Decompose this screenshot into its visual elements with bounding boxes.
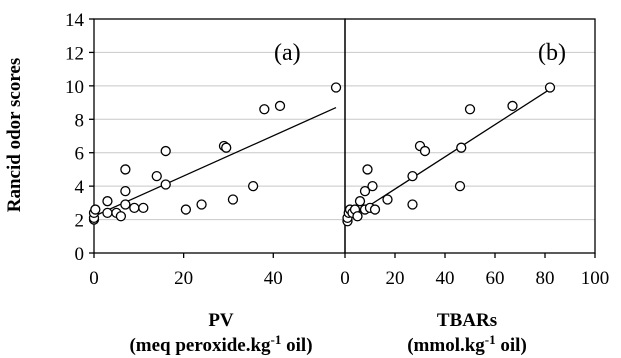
panel-a-data-point [160, 145, 171, 157]
panel-a-data-point [227, 194, 239, 205]
panel-a-data-point [120, 164, 131, 175]
panel-b-data-point [359, 186, 371, 197]
panel-a-trendline [93, 106, 337, 217]
panel-a-data-point [102, 196, 113, 207]
panel-a-points [88, 82, 342, 225]
panel-a-plot-area [93, 18, 346, 254]
panel-a-data-point [120, 199, 131, 210]
panel-b-label: (b) [538, 40, 566, 66]
panel-a-x-tick-label: 40 [264, 268, 283, 289]
y-tick-label: 8 [75, 110, 85, 131]
panel-a-gridlines [94, 51, 345, 221]
y-tick-label: 2 [75, 211, 85, 232]
panel-a-data-point [180, 204, 192, 215]
panel-b-x-tick-label: 100 [581, 268, 610, 289]
panel-b-data-point [456, 142, 467, 153]
panel-b-data-point [407, 170, 418, 182]
panel-a-data-point [221, 142, 232, 153]
panel-b-x-tick-label: 20 [386, 268, 405, 289]
panel-b-x-axis-unit: (mmol.kg-1 oil) [407, 332, 527, 356]
y-tick-label: 14 [65, 10, 85, 31]
panel-a-x-tick-label: 0 [89, 268, 99, 289]
y-tick-label: 0 [75, 244, 85, 265]
panel-b-data-point [352, 211, 363, 222]
panel-a-data-point [115, 211, 127, 222]
panel-b-x-axis-title: TBARs [437, 310, 497, 331]
panel-b-data-point [382, 194, 393, 205]
panel-a-data-point [330, 82, 342, 93]
panel-a-data-point [247, 180, 259, 192]
panel-b-gridlines [345, 51, 595, 221]
panel-b-data-point [369, 204, 381, 215]
panel-b-data-point [544, 82, 556, 93]
panel-b-data-point [354, 196, 366, 207]
panel-b-trendline [344, 88, 551, 222]
panel-b-data-point [464, 104, 476, 115]
panel-b-x-tick-label: 80 [536, 268, 555, 289]
panel-b-points [342, 82, 556, 227]
panel-b-x-tick-label: 0 [340, 268, 350, 289]
panel-b-data-point [367, 180, 378, 192]
panel-a-x-tick-label: 20 [174, 268, 193, 289]
panel-a-x-axis-title: PV [208, 310, 234, 331]
panel-a-data-point [120, 186, 131, 197]
y-axis-title: Rancid odor scores [4, 58, 25, 212]
panel-a-data-point [160, 179, 171, 190]
panel-a-data-point [274, 100, 286, 112]
panel-b-data-point [362, 164, 373, 175]
panel-b-data-point [454, 180, 466, 192]
panel-a-data-point [196, 199, 207, 210]
y-tick-label: 4 [75, 177, 85, 198]
panel-a-data-point [138, 202, 149, 214]
panel-b-x-tick-label: 60 [486, 268, 505, 289]
panel-b-ticks: 0 20 40 60 80 100 [340, 253, 609, 289]
panel-b-x-tick-label: 40 [436, 268, 455, 289]
panel-a-data-point [102, 207, 113, 219]
panel-b-plot-area [344, 18, 596, 254]
panel-a-x-axis-unit: (meq peroxide.kg-1 oil) [129, 332, 312, 356]
panel-a-data-point [90, 204, 101, 215]
y-tick-label: 10 [65, 77, 84, 98]
y-tick-label: 6 [75, 144, 85, 165]
y-tick-label: 12 [65, 43, 84, 64]
panel-a-label: (a) [274, 40, 301, 66]
panel-b-data-point [419, 145, 431, 157]
panel-b-data-point [507, 100, 518, 112]
panel-b-data-point [407, 199, 418, 210]
panel-a-data-point [259, 104, 270, 115]
panel-a-ticks: 0 2 4 6 8 10 12 14 0 20 40 [65, 10, 283, 289]
panel-a-data-point [151, 170, 162, 182]
panel-a-data-point [129, 202, 140, 214]
